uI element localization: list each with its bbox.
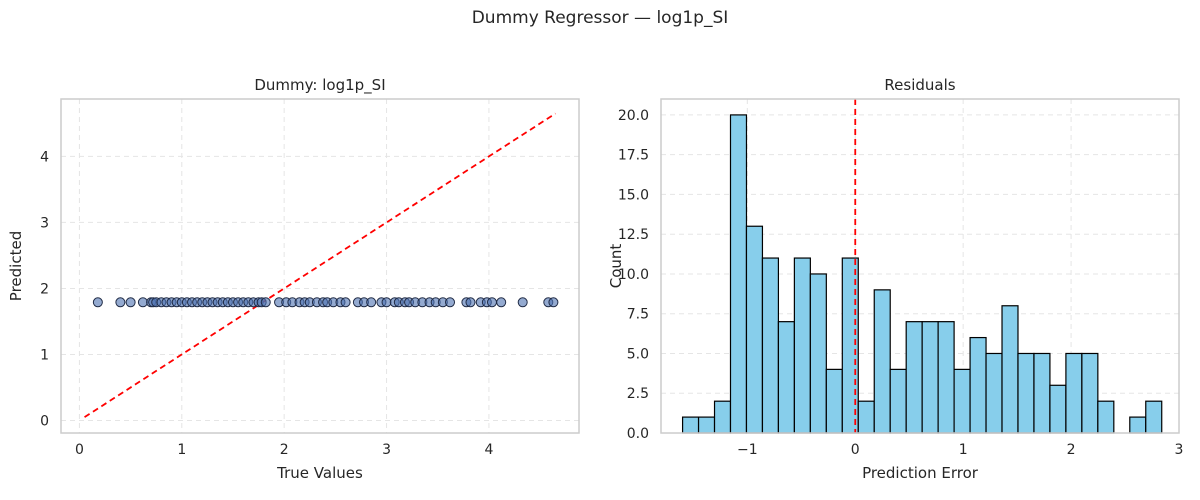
x-tick-label: −1 (737, 442, 758, 458)
x-tick-label: 1 (959, 442, 968, 458)
histogram-bar (1097, 400, 1115, 434)
histogram-bar (1001, 305, 1019, 434)
axes-frame (60, 98, 580, 434)
scatter-panel: 0 1 2 3 4 0 1 2 3 4 Dummy: log1p_SI True Values Pred… (7, 76, 580, 482)
scatter-point (445, 297, 456, 308)
y-tick-label: 17.5 (618, 148, 649, 164)
histogram-bar (729, 114, 748, 434)
y-tick-label: 0.0 (627, 426, 649, 442)
scatter-point (465, 297, 476, 308)
histogram-bar (681, 416, 700, 434)
y-tick-label: 10.0 (618, 267, 649, 283)
histogram-bar (953, 368, 971, 434)
scatter-point (137, 297, 148, 308)
y-tick-label: 1 (40, 347, 49, 363)
y-tick-label: 12.5 (618, 227, 649, 243)
scatter-point (340, 297, 351, 308)
histogram-bar (985, 352, 1003, 434)
y-tick-label: 4 (40, 149, 49, 165)
identity-reference-line (84, 112, 556, 418)
figure-title: Dummy Regressor — log1p_SI (472, 8, 729, 28)
histogram-bar (873, 289, 891, 434)
y-tick-label: 5.0 (627, 346, 649, 362)
x-tick-label: 2 (280, 442, 289, 458)
y-axis-label: Predicted (7, 231, 25, 301)
scatter-point (381, 297, 392, 308)
x-tick-label: 2 (1067, 442, 1076, 458)
scatter-point (496, 297, 507, 308)
scatter-point (548, 297, 559, 308)
axes-title: Residuals (884, 76, 955, 94)
y-tick-label: 7.5 (627, 307, 649, 323)
histogram-bar (1145, 400, 1163, 434)
histogram-bar (889, 368, 907, 434)
histogram-bar (1017, 352, 1035, 434)
histogram-bar (905, 321, 923, 434)
histogram-bar (745, 225, 764, 434)
histogram-bar (809, 273, 827, 434)
histogram-bar (777, 321, 795, 434)
histogram-bar (1129, 416, 1147, 434)
residuals-panel: −1 0 1 2 3 0.0 2.5 5.0 7.5 10.0 12.5 15.0 17.5 20.0 Re… (607, 76, 1183, 482)
histogram-bar (969, 336, 987, 434)
y-axis-label: Count (607, 244, 625, 289)
histogram-bar (857, 400, 875, 434)
x-tick-label: 3 (1175, 442, 1184, 458)
histogram-bar (1081, 352, 1099, 434)
y-tick-label: 20.0 (618, 108, 649, 124)
histogram-bar (713, 400, 732, 434)
x-tick-label: 1 (177, 442, 186, 458)
scatter-point (366, 297, 377, 308)
scatter-point (486, 297, 497, 308)
x-tick-label: 0 (75, 442, 84, 458)
histogram-bar (825, 368, 843, 434)
histogram-bar (793, 257, 811, 434)
x-tick-label: 3 (382, 442, 391, 458)
scatter-point (115, 297, 126, 308)
scatter-point (125, 297, 136, 308)
x-axis-label: Prediction Error (862, 464, 979, 482)
y-tick-label: 2 (40, 281, 49, 297)
axes-title: Dummy: log1p_SI (254, 76, 385, 95)
scatter-point (92, 297, 103, 308)
x-tick-label: 0 (851, 442, 860, 458)
y-tick-label: 0 (40, 413, 49, 429)
histogram-bar (921, 321, 939, 434)
scatter-point (517, 297, 528, 308)
histogram-bar (761, 257, 780, 434)
scatter-point (260, 297, 271, 308)
histogram-bar (937, 321, 955, 434)
histogram-bar (1049, 384, 1067, 434)
x-axis-label: True Values (276, 464, 363, 482)
y-tick-label: 3 (40, 215, 49, 231)
y-tick-label: 2.5 (627, 386, 649, 402)
histogram-bar (1065, 352, 1083, 434)
y-tick-label: 15.0 (618, 187, 649, 203)
axes-frame (660, 98, 1180, 434)
x-tick-label: 4 (484, 442, 493, 458)
histogram-bar (697, 416, 716, 434)
histogram-bar (1033, 352, 1051, 434)
